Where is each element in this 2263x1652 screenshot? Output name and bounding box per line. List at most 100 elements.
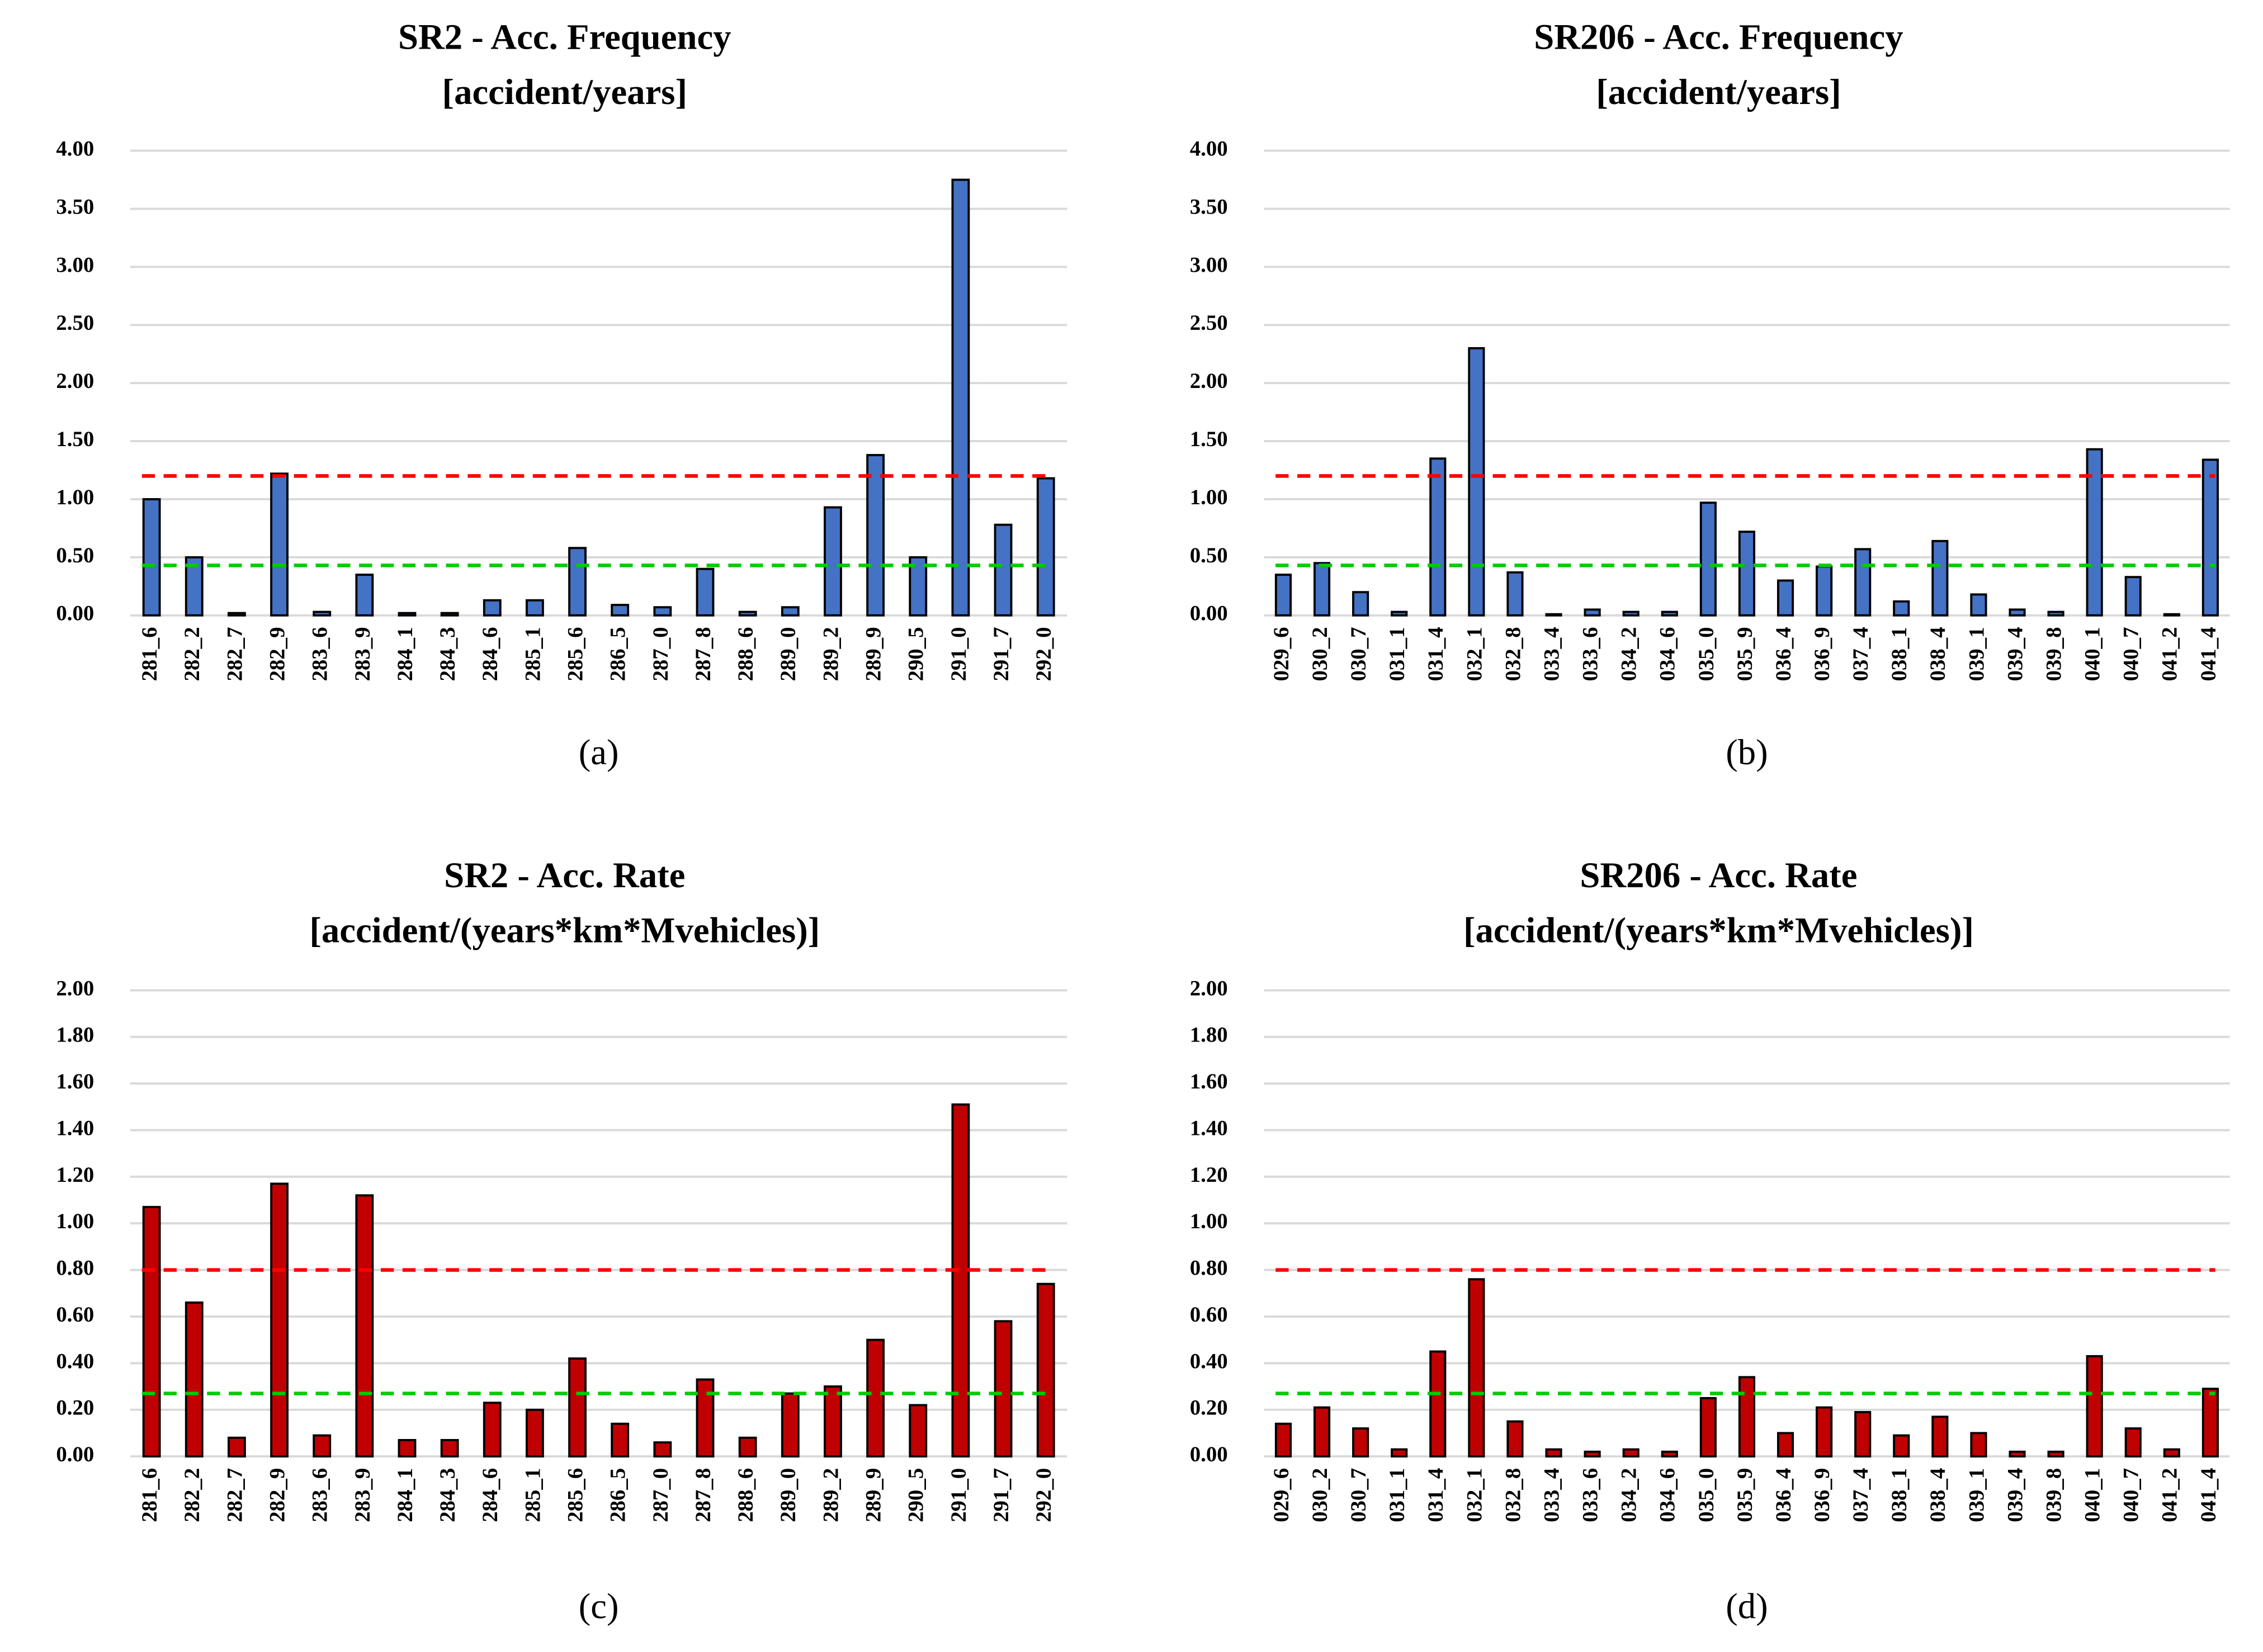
- bar: [1468, 347, 1485, 617]
- bar: [568, 547, 587, 617]
- bar: [2163, 1448, 2180, 1458]
- bar: [1893, 600, 1910, 617]
- y-tick-label: 0.00: [1190, 602, 1228, 626]
- x-tick-label: 291_0: [947, 627, 971, 681]
- x-tick-label: 033_6: [1579, 627, 1603, 681]
- x-tick-label: 036_9: [1810, 627, 1834, 681]
- y-tick-label: 0.40: [56, 1349, 94, 1373]
- x-tick-label: 037_4: [1849, 627, 1873, 681]
- bar: [611, 1422, 630, 1458]
- bar: [1893, 1434, 1910, 1458]
- y-tick-label: 0.00: [56, 1442, 94, 1466]
- x-tick-label: 037_4: [1849, 1468, 1873, 1522]
- x-tick-label: 034_6: [1656, 1468, 1680, 1522]
- bar: [1545, 1448, 1562, 1458]
- bar: [696, 1378, 715, 1458]
- bar: [2009, 608, 2026, 617]
- x-tick-label: 033_4: [1539, 627, 1563, 681]
- x-tick-label: 032_8: [1501, 627, 1525, 681]
- x-tick-label: 038_4: [1926, 1468, 1950, 1522]
- y-tick-label: 0.50: [1190, 543, 1228, 567]
- bar: [1274, 574, 1292, 617]
- x-tick-label: 033_6: [1579, 1468, 1603, 1522]
- y-tick-label: 1.60: [56, 1069, 94, 1094]
- x-tick-label: 287_8: [691, 1468, 715, 1522]
- x-tick-label: 038_1: [1887, 1468, 1911, 1522]
- x-tick-label: 033_4: [1539, 1468, 1563, 1522]
- x-tick-label: 284_6: [478, 627, 502, 681]
- y-tick-label: 0.40: [1190, 1349, 1228, 1373]
- y-tick-label: 1.50: [56, 427, 94, 451]
- bar: [2201, 1388, 2219, 1458]
- y-tick-label: 2.00: [56, 976, 94, 1000]
- bar: [696, 567, 715, 617]
- bar: [994, 1320, 1013, 1458]
- x-tick-label: 287_8: [691, 627, 715, 681]
- bar: [1545, 613, 1562, 617]
- y-tick-label: 1.50: [1190, 427, 1228, 451]
- bar: [738, 1436, 757, 1458]
- bar: [1429, 457, 1447, 617]
- y-tick-label: 2.50: [1190, 311, 1228, 335]
- bar: [1506, 571, 1524, 617]
- x-tick-label: 035_9: [1733, 627, 1757, 681]
- x-tick-label: 034_2: [1617, 627, 1641, 681]
- y-tick-label: 1.60: [1190, 1069, 1228, 1094]
- x-tick-label: 282_9: [265, 1468, 289, 1522]
- y-tick-label: 0.50: [56, 543, 94, 567]
- x-tick-label: 036_9: [1810, 1468, 1834, 1522]
- x-tick-label: 292_0: [1032, 627, 1056, 681]
- bar: [1970, 593, 1987, 617]
- bar: [440, 1438, 459, 1458]
- bar: [483, 1402, 502, 1458]
- bar: [2124, 576, 2142, 617]
- bar: [355, 574, 374, 617]
- bar: [1777, 1432, 1794, 1458]
- y-tick-label: 1.80: [56, 1023, 94, 1047]
- x-tick-label: 285_1: [521, 627, 545, 681]
- bar: [270, 472, 289, 617]
- bar: [142, 498, 161, 617]
- x-tick-label: 029_6: [1269, 1468, 1293, 1522]
- x-tick-label: 041_2: [2158, 627, 2182, 681]
- x-tick-label: 289_0: [776, 627, 800, 681]
- bar: [951, 1103, 970, 1458]
- bar: [1816, 1406, 1833, 1458]
- bar: [313, 1434, 332, 1458]
- chart-subtitle: [accident/years]: [1596, 72, 1841, 112]
- x-tick-label: 282_2: [180, 1468, 204, 1522]
- bar: [483, 599, 502, 617]
- bar: [738, 610, 757, 617]
- x-tick-label: 283_6: [308, 627, 332, 681]
- x-tick-label: 039_4: [2003, 627, 2027, 681]
- bar: [1661, 1450, 1678, 1458]
- x-tick-label: 281_6: [138, 627, 162, 681]
- x-tick-label: 030_7: [1347, 1468, 1371, 1522]
- bar: [1352, 591, 1369, 617]
- bar: [1313, 562, 1331, 617]
- bar: [568, 1357, 587, 1458]
- x-tick-label: 284_1: [393, 1468, 417, 1522]
- x-tick-label: 036_4: [1771, 627, 1796, 681]
- bar: [951, 178, 970, 617]
- y-tick-label: 0.20: [1190, 1396, 1228, 1420]
- bar: [1352, 1427, 1369, 1458]
- y-tick-label: 0.00: [1190, 1442, 1228, 1466]
- x-tick-label: 032_1: [1462, 1468, 1486, 1522]
- x-tick-label: 291_0: [947, 1468, 971, 1522]
- x-tick-label: 035_0: [1694, 1468, 1718, 1522]
- x-tick-label: 286_5: [606, 627, 630, 681]
- x-tick-label: 034_2: [1617, 1468, 1641, 1522]
- bar: [185, 1301, 204, 1458]
- x-tick-label: 285_6: [563, 1468, 587, 1522]
- bar: [1661, 610, 1678, 617]
- bar: [1699, 501, 1717, 617]
- caption: (d): [1726, 1586, 1768, 1626]
- x-tick-label: 030_2: [1308, 627, 1332, 681]
- bar: [824, 1385, 842, 1458]
- x-tick-label: 040_1: [2081, 627, 2105, 681]
- x-tick-label: 283_9: [351, 1468, 375, 1522]
- chart-subtitle: [accident/years]: [442, 72, 688, 112]
- bar: [1584, 608, 1601, 617]
